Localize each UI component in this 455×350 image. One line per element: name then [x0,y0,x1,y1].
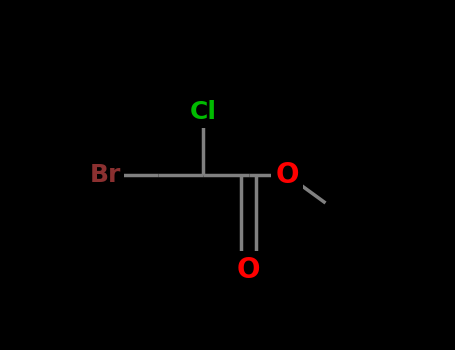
Text: O: O [275,161,299,189]
Text: O: O [237,256,260,284]
Text: Br: Br [89,163,121,187]
Text: Cl: Cl [189,100,217,124]
